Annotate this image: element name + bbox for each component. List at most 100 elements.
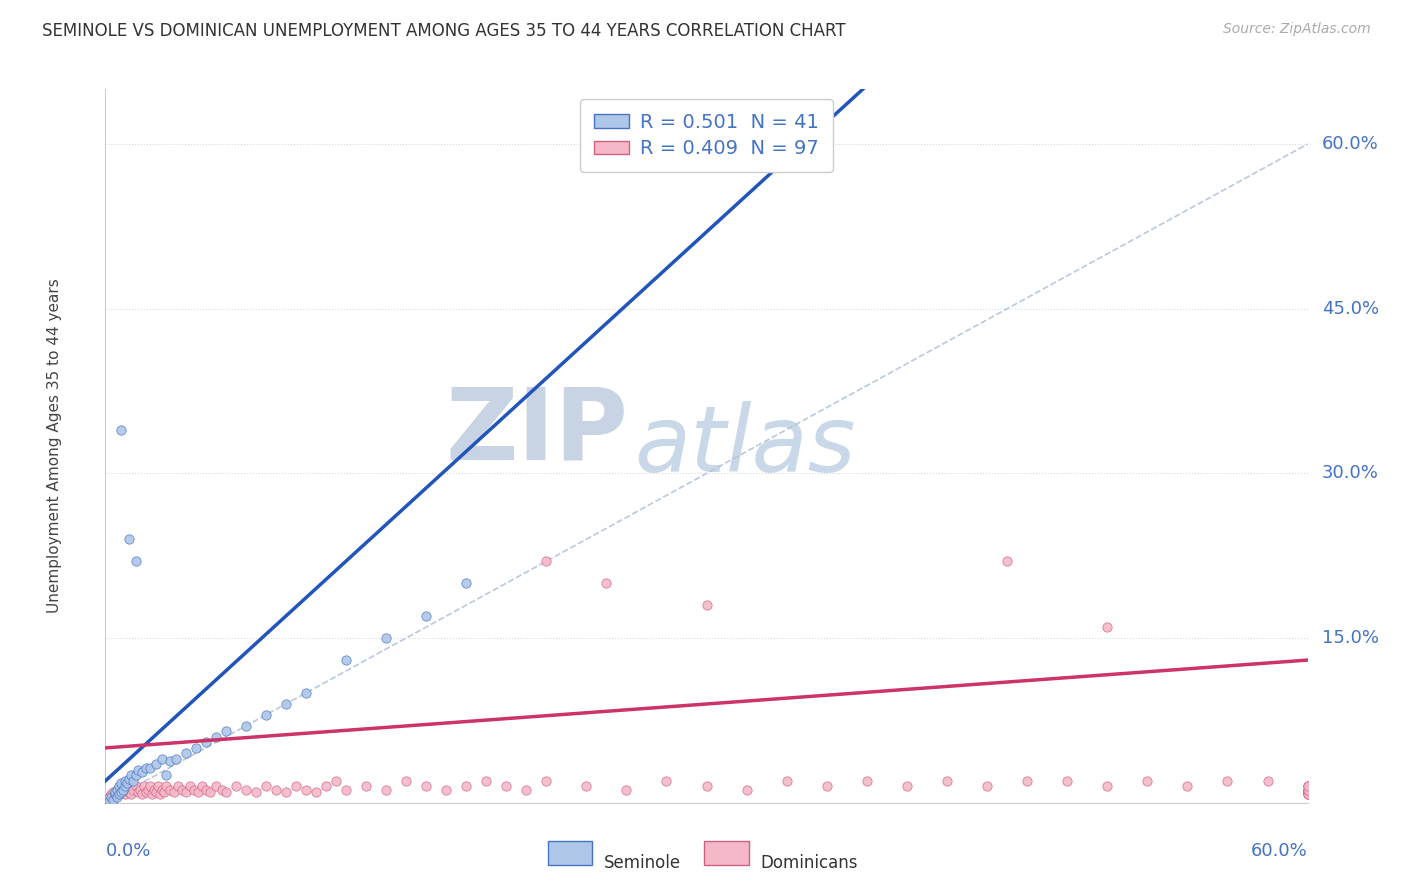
Point bbox=[131, 765, 153, 780]
FancyBboxPatch shape bbox=[704, 840, 748, 865]
Point bbox=[735, 782, 758, 797]
Point bbox=[155, 780, 177, 794]
Point bbox=[274, 697, 297, 711]
Point bbox=[117, 776, 139, 790]
Point bbox=[150, 782, 173, 797]
Point bbox=[142, 782, 165, 797]
Text: 0.0%: 0.0% bbox=[105, 842, 150, 860]
Point bbox=[855, 773, 877, 788]
Point bbox=[124, 768, 146, 782]
Point bbox=[335, 653, 357, 667]
Point bbox=[655, 773, 678, 788]
Point bbox=[107, 790, 129, 805]
Point bbox=[415, 780, 437, 794]
Point bbox=[1296, 785, 1319, 799]
Point bbox=[145, 785, 167, 799]
Point bbox=[198, 785, 221, 799]
Point bbox=[254, 708, 277, 723]
Point bbox=[148, 787, 170, 801]
Point bbox=[204, 730, 226, 744]
Point bbox=[112, 785, 135, 799]
Point bbox=[325, 773, 347, 788]
Point bbox=[415, 609, 437, 624]
Point bbox=[1296, 780, 1319, 794]
Point bbox=[936, 773, 959, 788]
Point bbox=[104, 787, 127, 801]
Point bbox=[138, 761, 160, 775]
Point bbox=[107, 782, 129, 797]
Point bbox=[434, 782, 457, 797]
Point bbox=[118, 772, 141, 786]
Point bbox=[98, 794, 121, 808]
Point bbox=[98, 790, 121, 805]
Point bbox=[190, 780, 212, 794]
Point bbox=[131, 787, 153, 801]
Point bbox=[110, 423, 132, 437]
Point bbox=[264, 782, 287, 797]
Point bbox=[122, 773, 145, 788]
Point bbox=[110, 785, 132, 799]
Point bbox=[815, 780, 838, 794]
Point bbox=[146, 780, 169, 794]
Point bbox=[141, 787, 163, 801]
Point bbox=[395, 773, 418, 788]
Point bbox=[121, 768, 143, 782]
Point bbox=[174, 747, 197, 761]
Point bbox=[295, 686, 318, 700]
Point bbox=[274, 785, 297, 799]
Point bbox=[112, 782, 135, 797]
Text: 30.0%: 30.0% bbox=[1322, 465, 1379, 483]
Point bbox=[165, 752, 187, 766]
Point bbox=[515, 782, 537, 797]
Point bbox=[179, 780, 201, 794]
Point bbox=[454, 780, 477, 794]
Point bbox=[104, 789, 127, 804]
Text: Source: ZipAtlas.com: Source: ZipAtlas.com bbox=[1223, 22, 1371, 37]
Point bbox=[183, 782, 205, 797]
Point bbox=[995, 554, 1018, 568]
Point bbox=[155, 768, 177, 782]
Text: atlas: atlas bbox=[634, 401, 856, 491]
Point bbox=[118, 785, 141, 799]
Point bbox=[495, 780, 517, 794]
Point bbox=[159, 754, 181, 768]
Point bbox=[124, 554, 146, 568]
Point bbox=[335, 782, 357, 797]
Point bbox=[194, 735, 217, 749]
Point bbox=[1296, 782, 1319, 797]
Point bbox=[245, 785, 267, 799]
Point bbox=[108, 787, 131, 801]
Point bbox=[254, 780, 277, 794]
Point bbox=[1296, 787, 1319, 801]
Point bbox=[1296, 787, 1319, 801]
FancyBboxPatch shape bbox=[548, 840, 592, 865]
Point bbox=[117, 780, 139, 794]
Point bbox=[1296, 785, 1319, 799]
Point bbox=[128, 782, 150, 797]
Point bbox=[534, 554, 557, 568]
Point bbox=[976, 780, 998, 794]
Point bbox=[616, 782, 638, 797]
Point bbox=[1296, 787, 1319, 801]
Point bbox=[108, 787, 131, 801]
Point bbox=[127, 785, 149, 799]
Point bbox=[100, 787, 122, 801]
Point bbox=[235, 719, 257, 733]
Point bbox=[184, 740, 207, 755]
Point bbox=[696, 598, 718, 612]
Point bbox=[194, 782, 217, 797]
Point bbox=[114, 773, 136, 788]
Point bbox=[107, 782, 129, 797]
Point bbox=[1296, 780, 1319, 794]
Point bbox=[103, 785, 125, 799]
Point bbox=[104, 785, 127, 799]
Point bbox=[235, 782, 257, 797]
Text: 15.0%: 15.0% bbox=[1322, 629, 1379, 647]
Point bbox=[374, 782, 398, 797]
Point bbox=[1296, 782, 1319, 797]
Point bbox=[132, 780, 155, 794]
Point bbox=[145, 757, 167, 772]
Point bbox=[100, 790, 122, 805]
Point bbox=[138, 780, 160, 794]
Point bbox=[162, 785, 184, 799]
